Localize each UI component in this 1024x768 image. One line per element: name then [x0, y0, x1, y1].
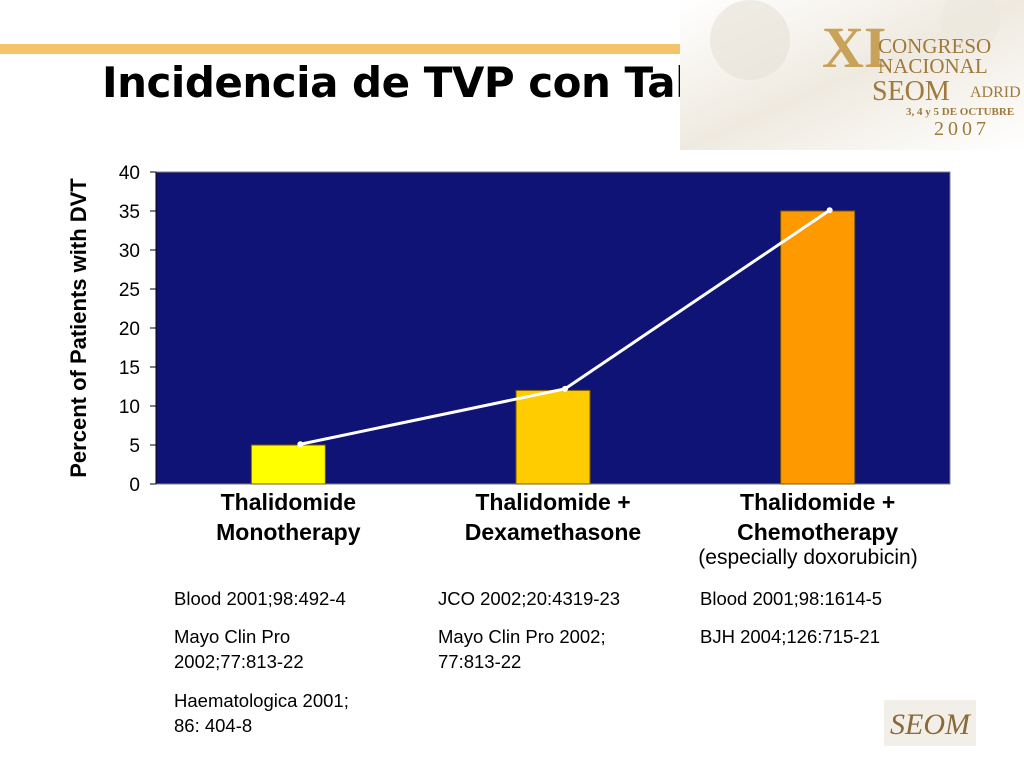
- header-accent-bar: [0, 44, 862, 54]
- logo-year: 2007: [934, 118, 990, 140]
- ref-col3-item: BJH 2004;126:715-21: [700, 626, 880, 647]
- congress-logo: XI CONGRESO NACIONAL SEOM ADRID 3, 4 y 5…: [680, 0, 1024, 150]
- x-category-label: Chemotherapy: [737, 519, 899, 545]
- bars: [250, 210, 856, 485]
- x-category-label: Thalidomide +: [475, 489, 631, 515]
- y-tick-label: 30: [119, 241, 140, 262]
- logo-dates: 3, 4 y 5 DE OCTUBRE: [906, 106, 1015, 118]
- trend-point: [562, 385, 568, 392]
- seom-logo-text: SEOM: [890, 708, 972, 741]
- bar: [515, 389, 591, 485]
- logo-congreso: CONGRESO: [878, 34, 992, 58]
- y-tick-label: 20: [119, 319, 140, 340]
- trend-point: [297, 441, 304, 448]
- ref-col1-item: Blood 2001;98:492-4: [174, 588, 346, 609]
- y-tick-label: 5: [129, 436, 140, 457]
- ref-col2-item: Mayo Clin Pro 2002; 77:813-22: [438, 626, 606, 672]
- y-axis-label: Percent of Patients with DVT: [66, 178, 91, 478]
- logo-seom: SEOM: [872, 76, 950, 107]
- seom-footer-logo: SEOM: [884, 700, 976, 746]
- bar: [780, 210, 856, 485]
- x-category-label: Monotherapy: [216, 519, 361, 545]
- trend-point: [826, 207, 833, 214]
- ref-col3-item: Blood 2001;98:1614-5: [700, 588, 883, 609]
- logo-roman-numeral: XI: [822, 15, 887, 80]
- category-note: (especially doxorubicin): [698, 546, 918, 569]
- logo-background: [680, 0, 1024, 150]
- dvt-bar-chart: 0 5 10 15 20 25 30 35 40 Percent of Patients wit…: [66, 163, 951, 496]
- y-tick-label: 15: [119, 358, 140, 379]
- y-tick-label: 0: [129, 475, 140, 496]
- x-category-label: Thalidomide +: [740, 489, 896, 515]
- trend-line: [297, 207, 833, 448]
- y-axis: 0 5 10 15 20 25 30 35 40: [119, 163, 157, 496]
- y-tick-label: 40: [119, 163, 140, 184]
- ref-col1-item: Mayo Clin Pro 2002;77:813-22: [174, 626, 304, 672]
- y-tick-label: 35: [119, 202, 140, 223]
- y-tick-label: 10: [119, 397, 140, 418]
- logo-madrid: ADRID: [970, 84, 1021, 101]
- ref-col2-item: JCO 2002;20:4319-23: [438, 588, 621, 609]
- bar: [250, 444, 326, 485]
- ref-col1-item: Haematologica 2001; 86: 404-8: [174, 690, 349, 736]
- x-category-label: Thalidomide: [220, 489, 357, 515]
- logo-nacional: NACIONAL: [878, 54, 988, 78]
- x-category-label: Dexamethasone: [464, 519, 642, 545]
- y-tick-label: 25: [119, 280, 140, 301]
- seom-logo-mark: SEOM: [890, 708, 972, 741]
